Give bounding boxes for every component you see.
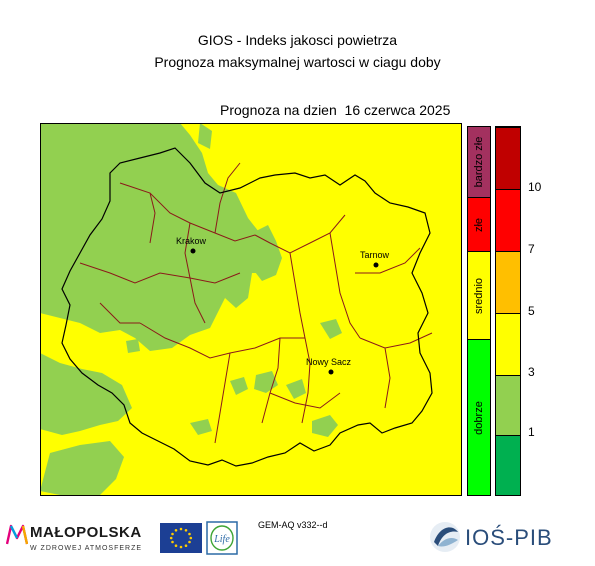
krakow-marker [190, 248, 196, 254]
ios-pib-name: IOŚ-PIB [465, 525, 553, 550]
category-good-label: dobrze [473, 400, 485, 435]
voivodeship-border [61, 147, 433, 467]
forecast-date: Prognoza na dzien 16 czerwca 2025 [220, 102, 451, 118]
eu-flag-icon [160, 523, 202, 553]
map-title: GIOS - Indeks jakosci powietrza [197, 32, 398, 48]
category-moderate-label: srednio [473, 277, 485, 314]
tarnow-label: Tarnow [360, 250, 390, 260]
life-programme-logo-icon: Life [206, 521, 238, 555]
index-scale [495, 126, 521, 496]
nowy-sacz-label: Nowy Sacz [306, 357, 352, 367]
category-legend: bardzo złe złe srednio dobrze [467, 126, 491, 496]
tick-10: 10 [528, 180, 542, 194]
forecast-map: Krakow Tarnow Nowy Sacz [40, 123, 462, 496]
category-bad: złe [468, 197, 490, 251]
level-moderate [496, 313, 520, 375]
level-bad [496, 189, 520, 251]
tick-3: 3 [528, 365, 535, 379]
nowy-sacz-marker [328, 369, 334, 375]
city-krakow: Krakow [176, 236, 207, 254]
krakow-label: Krakow [176, 236, 207, 246]
county-borders [79, 162, 433, 444]
category-good: dobrze [468, 339, 490, 495]
category-moderate: srednio [468, 251, 490, 339]
life-text: Life [213, 534, 230, 545]
ios-pib-logo-icon [430, 522, 460, 552]
map-frame [40, 123, 462, 496]
level-moderate-high [496, 251, 520, 313]
city-nowy-sacz: Nowy Sacz [306, 357, 352, 375]
category-very-bad: bardzo złe [468, 127, 490, 197]
level-very-good [496, 435, 520, 495]
city-tarnow: Tarnow [360, 250, 390, 268]
malopolska-tagline: W ZDROWEJ ATMOSFERZE [30, 545, 143, 552]
tick-5: 5 [528, 304, 535, 318]
tick-1: 1 [528, 425, 535, 439]
level-very-bad [496, 127, 520, 189]
malopolska-logo-icon [6, 524, 28, 545]
good-air-zones [40, 123, 342, 495]
model-version: GEM-AQ v332--d [258, 520, 328, 530]
map-subtitle: Prognoza maksymalnej wartosci w ciagu do… [154, 54, 441, 70]
malopolska-name: MAŁOPOLSKA [30, 524, 142, 541]
tick-7: 7 [528, 242, 535, 256]
level-good [496, 375, 520, 435]
category-bad-label: złe [473, 217, 485, 232]
category-very-bad-label: bardzo złe [473, 136, 485, 188]
tarnow-marker [373, 262, 379, 268]
